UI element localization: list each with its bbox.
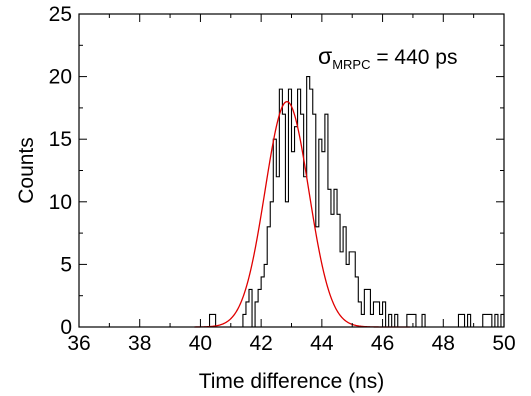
fit-curve	[194, 100, 410, 328]
x-tick-label: 40	[189, 332, 212, 355]
y-tick-label: 20	[49, 66, 72, 89]
fit-layer	[194, 100, 410, 328]
histogram-series	[203, 76, 505, 328]
x-tick-label: 36	[67, 332, 90, 355]
y-axis-label: Counts	[15, 137, 38, 204]
y-tick-label: 0	[60, 316, 72, 339]
y-tick-label: 15	[49, 128, 72, 151]
tick-label-layer: 36 38 40 42 44 46 48 50 0 5 10 15 20 25	[49, 3, 516, 355]
x-tick-label: 42	[249, 332, 272, 355]
y-tick-label: 10	[49, 191, 72, 214]
x-tick-label: 50	[492, 332, 515, 355]
x-tick-label: 46	[371, 332, 394, 355]
x-tick-label: 48	[432, 332, 455, 355]
x-tick-label: 44	[310, 332, 334, 355]
sigma-annotation: σMRPC = 440 ps	[318, 43, 457, 72]
y-tick-label: 25	[49, 3, 72, 26]
sigma-symbol: σ	[318, 43, 332, 69]
x-axis-label: Time difference (ns)	[199, 370, 385, 393]
sigma-value: = 440 ps	[370, 46, 457, 69]
tick-layer	[78, 13, 505, 328]
sigma-subscript: MRPC	[332, 57, 370, 72]
x-tick-label: 38	[128, 332, 151, 355]
y-tick-label: 5	[60, 253, 72, 276]
histogram-layer	[203, 76, 505, 328]
